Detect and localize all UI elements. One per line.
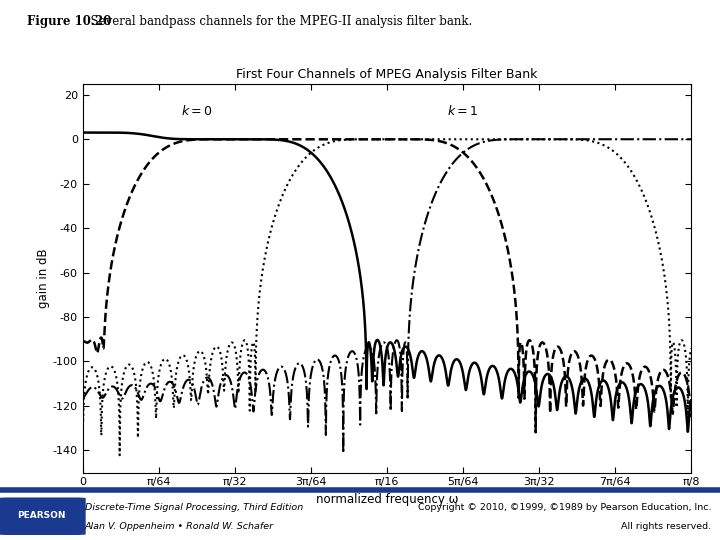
Title: First Four Channels of MPEG Analysis Filter Bank: First Four Channels of MPEG Analysis Fil… <box>236 68 538 81</box>
Text: PEARSON: PEARSON <box>17 511 66 520</box>
Text: Several bandpass channels for the MPEG-II analysis filter bank.: Several bandpass channels for the MPEG-I… <box>83 15 472 28</box>
Text: Figure 10.20: Figure 10.20 <box>27 15 112 28</box>
X-axis label: normalized frequency ω: normalized frequency ω <box>316 493 458 506</box>
Text: $k = 0$: $k = 0$ <box>181 104 212 118</box>
FancyBboxPatch shape <box>0 497 86 535</box>
Text: Discrete-Time Signal Processing, Third Edition: Discrete-Time Signal Processing, Third E… <box>85 503 303 512</box>
Text: Copyright © 2010, ©1999, ©1989 by Pearson Education, Inc.: Copyright © 2010, ©1999, ©1989 by Pearso… <box>418 503 711 512</box>
Text: $k = 1$: $k = 1$ <box>447 104 479 118</box>
Text: Alan V. Oppenheim • Ronald W. Schafer: Alan V. Oppenheim • Ronald W. Schafer <box>85 522 274 531</box>
Y-axis label: gain in dB: gain in dB <box>37 248 50 308</box>
Text: All rights reserved.: All rights reserved. <box>621 522 711 531</box>
